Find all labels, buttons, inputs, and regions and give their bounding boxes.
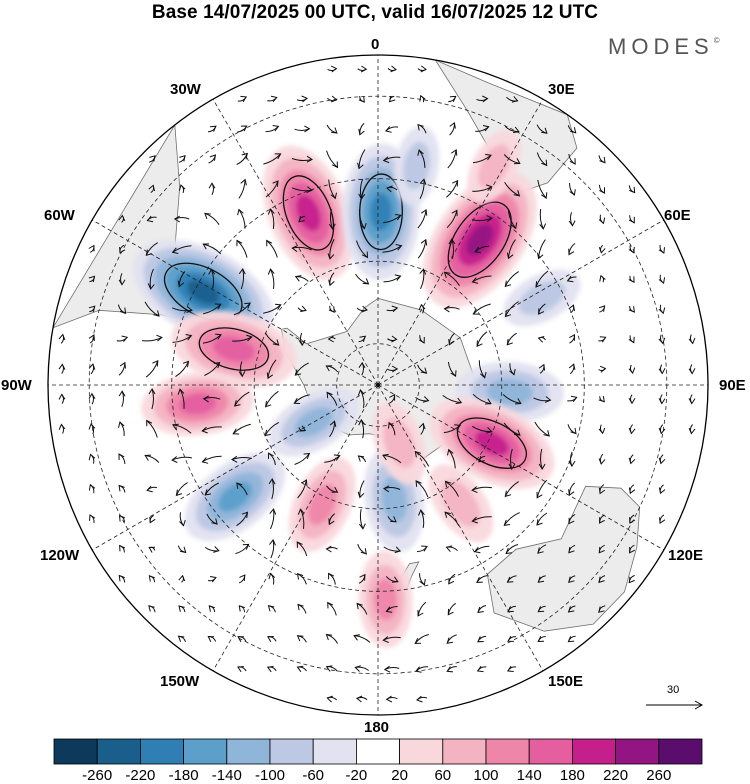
anomaly-negative-60e	[503, 269, 581, 327]
anomaly-positive-95w	[141, 372, 254, 436]
lon-label-150w: 150W	[160, 673, 200, 690]
colorbar-label: 180	[559, 767, 585, 784]
lon-label-180: 180	[364, 719, 390, 736]
meridian	[377, 219, 664, 386]
colorbar-swatch	[53, 738, 98, 765]
anomaly-positive-35e	[422, 171, 537, 308]
anomaly-positive-160e	[372, 401, 427, 485]
colorbar-swatch	[269, 738, 314, 765]
colorbar-swatch	[139, 738, 184, 765]
colorbar-label: -260	[82, 767, 113, 784]
colorbar-swatch	[442, 738, 487, 765]
colorbar-label: -180	[168, 767, 199, 784]
colorbar-label: 140	[516, 767, 542, 784]
land-australia	[486, 485, 641, 632]
lon-label-30w: 30W	[170, 81, 201, 98]
meridian	[377, 99, 544, 386]
lon-label-30e: 30E	[548, 81, 575, 98]
south-pole-marker	[376, 383, 380, 387]
colorbar-swatch	[355, 738, 400, 765]
meridian	[212, 384, 379, 671]
anomaly-positive-75w	[171, 310, 297, 388]
colorbar-swatch	[183, 738, 228, 765]
meridian	[377, 384, 544, 671]
colorbar-label: -140	[211, 767, 242, 784]
meridian	[212, 99, 379, 386]
colorbar-swatch	[226, 738, 271, 765]
colorbar-label: 260	[646, 767, 672, 784]
anomaly-negative-130w	[268, 387, 360, 457]
lon-label-120w: 120W	[40, 547, 80, 564]
reference-vector-label: 30	[667, 684, 680, 696]
colorbar-swatch	[96, 738, 141, 765]
colorbar-swatch	[399, 738, 444, 765]
lon-label-90w: 90W	[1, 377, 32, 394]
colorbar-swatch	[658, 738, 703, 765]
lon-label-60w: 60W	[44, 207, 75, 224]
lon-label-150e: 150E	[548, 673, 584, 690]
colorbar-label: -20	[345, 767, 368, 784]
colorbar-label: 100	[473, 767, 499, 784]
lon-label-120e: 120E	[668, 547, 704, 564]
lat-circle	[336, 343, 420, 427]
colorbar-label: 20	[391, 767, 408, 784]
colorbar-swatch	[615, 738, 660, 765]
anomaly-positive-115e	[429, 397, 555, 489]
lon-label-0: 0	[371, 36, 380, 53]
colorbar	[53, 738, 703, 765]
lat-circle	[253, 260, 503, 510]
colorbar-label: -100	[254, 767, 286, 784]
meridian	[92, 384, 379, 551]
anomaly-positive-30e-north	[467, 129, 522, 204]
map-title: Base 14/07/2025 00 UTC, valid 16/07/2025…	[151, 2, 599, 23]
meridian	[377, 384, 664, 551]
meridian	[92, 219, 379, 386]
colorbar-swatch	[572, 738, 617, 765]
modes-logo: MODES©	[608, 34, 720, 59]
colorbar-label: -60	[302, 767, 325, 784]
colorbar-label: -220	[125, 767, 156, 784]
colorbar-label: 220	[603, 767, 629, 784]
reference-vector-arrow	[646, 700, 704, 710]
colorbar-label: 60	[434, 767, 452, 784]
colorbar-swatch	[485, 738, 530, 765]
lon-label-90e: 90E	[719, 377, 746, 394]
colorbar-swatch	[312, 738, 357, 765]
colorbar-swatch	[528, 738, 573, 765]
land-africa	[434, 59, 578, 197]
map-border	[47, 54, 709, 716]
lon-label-60e: 60E	[664, 207, 691, 224]
wind-vectors	[58, 65, 696, 703]
